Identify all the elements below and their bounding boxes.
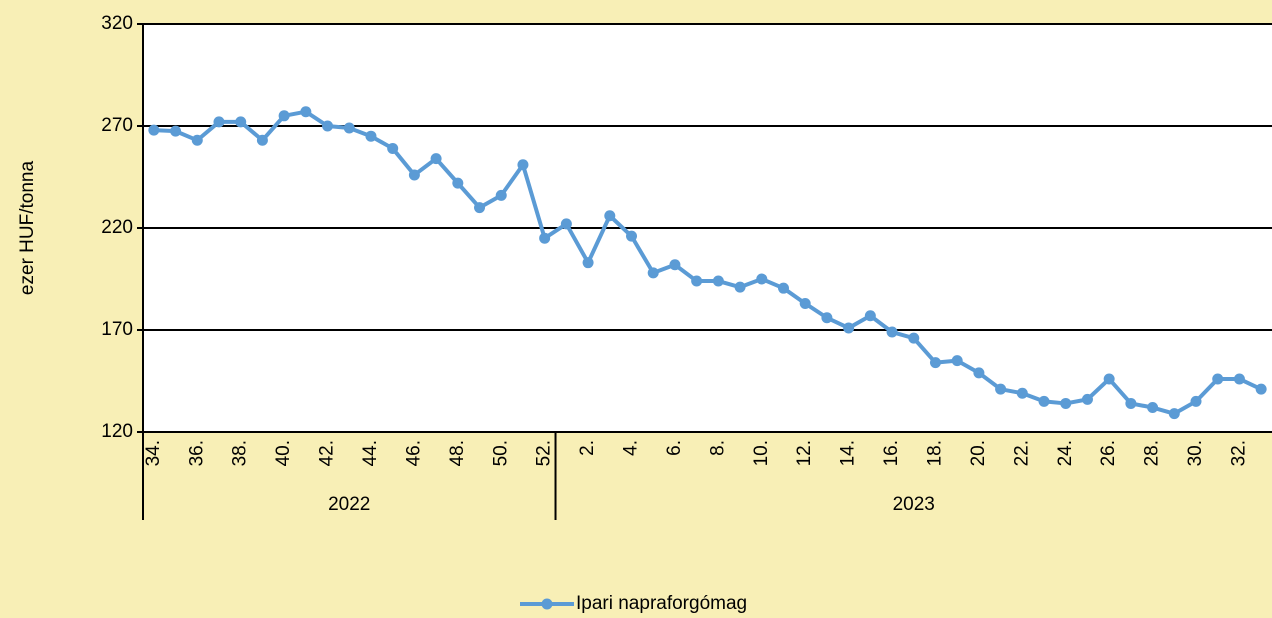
x-tick-label: 32. xyxy=(1228,440,1249,466)
data-point xyxy=(560,218,572,230)
x-tick-label: 2. xyxy=(577,440,598,456)
data-line xyxy=(153,109,1262,416)
data-point xyxy=(1103,373,1115,385)
data-point xyxy=(539,232,551,244)
data-point xyxy=(408,169,420,181)
data-point xyxy=(300,106,312,118)
data-point xyxy=(734,281,746,293)
data-point xyxy=(843,322,855,334)
data-point xyxy=(995,383,1007,395)
data-point xyxy=(452,177,464,189)
x-tick-label: 42. xyxy=(317,440,338,466)
data-point xyxy=(1212,373,1224,385)
x-tick-label: 50. xyxy=(490,440,511,466)
data-point xyxy=(495,189,507,201)
x-tick-label: 36. xyxy=(186,440,207,466)
x-tick-label: 30. xyxy=(1185,440,1206,466)
y-axis-label: ezer HUF/tonna xyxy=(17,161,38,296)
data-point xyxy=(517,159,529,171)
data-point xyxy=(365,130,377,142)
data-point xyxy=(1081,393,1093,405)
data-point xyxy=(626,230,638,242)
data-point xyxy=(864,310,876,322)
data-point xyxy=(278,110,290,122)
legend-marker xyxy=(541,598,553,610)
data-point xyxy=(387,142,399,154)
data-point xyxy=(821,312,833,324)
data-point xyxy=(213,116,225,128)
data-point xyxy=(1190,395,1202,407)
data-point xyxy=(1147,402,1159,414)
y-tick-label: 320 xyxy=(101,13,133,34)
series xyxy=(148,106,1267,420)
data-point xyxy=(235,116,247,128)
data-point xyxy=(1255,383,1267,395)
data-point xyxy=(886,326,898,338)
x-tick-label: 6. xyxy=(664,440,685,456)
data-point xyxy=(973,367,985,379)
data-point xyxy=(474,202,486,214)
x-tick-label: 52. xyxy=(534,440,555,466)
legend-label: Ipari napraforgómag xyxy=(576,593,747,614)
data-point xyxy=(1125,397,1137,409)
data-point xyxy=(322,120,334,132)
x-tick-label: 22. xyxy=(1011,440,1032,466)
data-point xyxy=(929,357,941,369)
data-point xyxy=(343,122,355,134)
x-tick-label: 26. xyxy=(1098,440,1119,466)
x-tick-label: 20. xyxy=(968,440,989,466)
x-tick-label: 40. xyxy=(273,440,294,466)
x-tick-label: 18. xyxy=(924,440,945,466)
data-point xyxy=(430,153,442,165)
data-point xyxy=(1016,387,1028,399)
x-tick-label: 46. xyxy=(403,440,424,466)
x-tick-label: 48. xyxy=(447,440,468,466)
x-tick-label: 10. xyxy=(751,440,772,466)
x-tick-label: 38. xyxy=(230,440,251,466)
data-point xyxy=(669,259,681,271)
data-point xyxy=(1060,397,1072,409)
data-point xyxy=(691,275,703,287)
data-point xyxy=(1233,373,1245,385)
data-point xyxy=(756,273,768,285)
group-label: 2023 xyxy=(893,494,935,515)
data-point xyxy=(1168,408,1180,420)
data-point xyxy=(799,297,811,309)
data-point xyxy=(191,134,203,146)
y-tick-label: 220 xyxy=(101,217,133,238)
data-point xyxy=(712,275,724,287)
data-point xyxy=(908,332,920,344)
data-point xyxy=(1038,395,1050,407)
x-tick-label: 12. xyxy=(794,440,815,466)
data-point xyxy=(604,210,616,222)
data-point xyxy=(256,134,268,146)
data-point xyxy=(777,282,789,294)
data-point xyxy=(647,267,659,279)
x-tick-label: 14. xyxy=(838,440,859,466)
data-point xyxy=(148,124,160,136)
group-label: 2022 xyxy=(328,494,370,515)
data-point xyxy=(582,257,594,269)
y-tick-label: 270 xyxy=(101,115,133,136)
x-tick-label: 44. xyxy=(360,440,381,466)
x-tick-label: 34. xyxy=(143,440,164,466)
x-tick-label: 24. xyxy=(1055,440,1076,466)
x-tick-label: 4. xyxy=(621,440,642,456)
data-point xyxy=(170,125,182,137)
x-tick-label: 16. xyxy=(881,440,902,466)
x-tick-label: 28. xyxy=(1142,440,1163,466)
y-tick-label: 120 xyxy=(101,421,133,442)
data-point xyxy=(951,355,963,367)
x-tick-label: 8. xyxy=(707,440,728,456)
y-tick-label: 170 xyxy=(101,319,133,340)
